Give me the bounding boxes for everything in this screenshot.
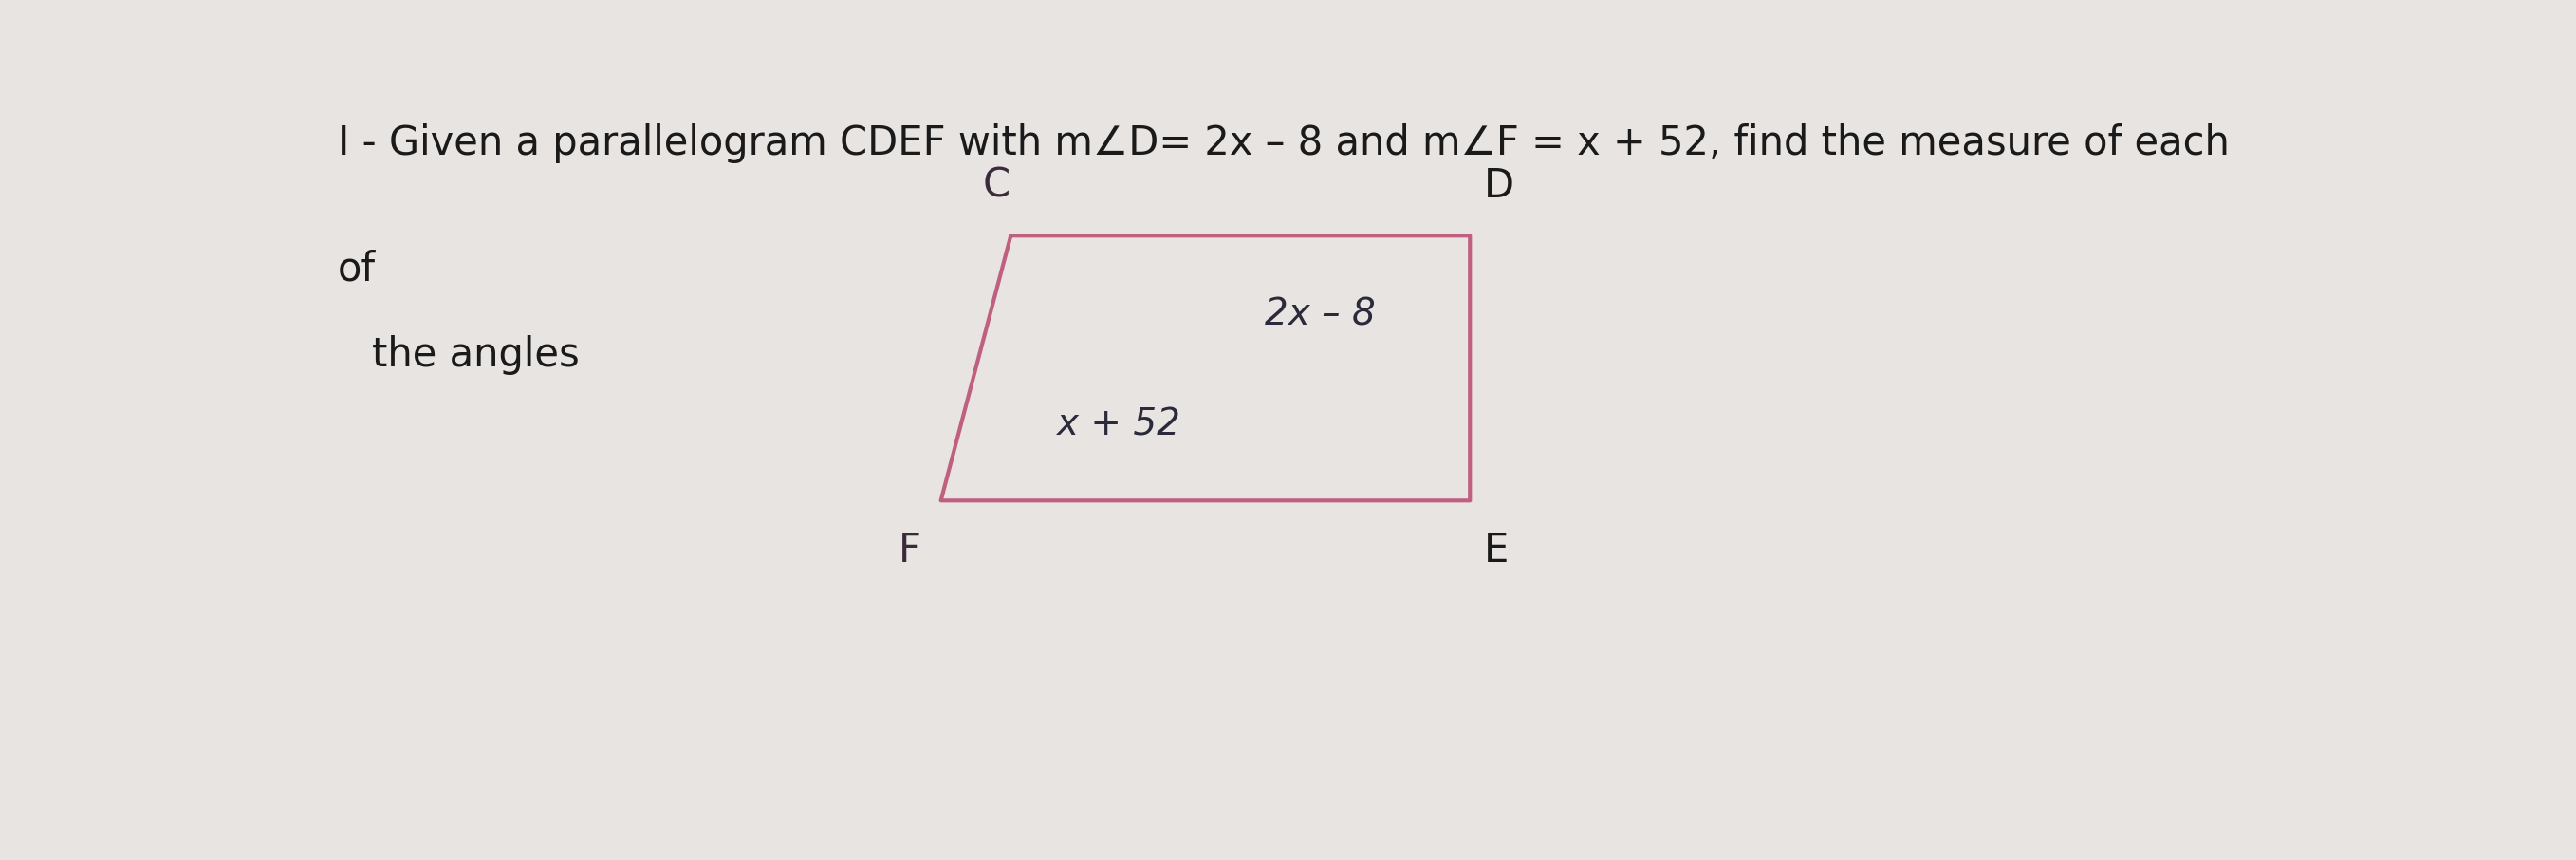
Text: x + 52: x + 52 — [1056, 406, 1180, 442]
Text: E: E — [1484, 531, 1510, 570]
Text: of: of — [337, 249, 376, 289]
Text: C: C — [984, 166, 1010, 206]
Text: 2x – 8: 2x – 8 — [1265, 297, 1376, 333]
Text: I - Given a parallelogram CDEF with m∠D= 2x – 8 and m∠F = x + 52, find the measu: I - Given a parallelogram CDEF with m∠D=… — [337, 123, 2231, 163]
Text: F: F — [899, 531, 922, 570]
Text: D: D — [1484, 166, 1515, 206]
Text: the angles: the angles — [371, 335, 580, 375]
